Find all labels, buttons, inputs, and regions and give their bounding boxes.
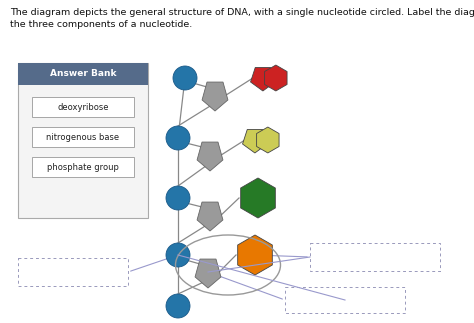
- Polygon shape: [197, 202, 223, 231]
- Polygon shape: [237, 235, 273, 275]
- Circle shape: [166, 126, 190, 150]
- FancyBboxPatch shape: [32, 97, 134, 117]
- Circle shape: [173, 66, 197, 90]
- FancyBboxPatch shape: [285, 287, 405, 313]
- Circle shape: [166, 243, 190, 267]
- Polygon shape: [264, 65, 287, 91]
- Circle shape: [166, 186, 190, 210]
- Text: Answer Bank: Answer Bank: [50, 69, 116, 78]
- Text: phosphate group: phosphate group: [47, 162, 119, 172]
- FancyBboxPatch shape: [18, 63, 148, 218]
- FancyBboxPatch shape: [32, 157, 134, 177]
- Text: The diagram depicts the general structure of DNA, with a single nucleotide circl: The diagram depicts the general structur…: [10, 8, 474, 17]
- Text: deoxyribose: deoxyribose: [57, 102, 109, 111]
- FancyBboxPatch shape: [32, 127, 134, 147]
- Polygon shape: [241, 178, 275, 218]
- Polygon shape: [202, 82, 228, 111]
- Text: the three components of a nucleotide.: the three components of a nucleotide.: [10, 20, 192, 29]
- FancyBboxPatch shape: [18, 63, 148, 85]
- Circle shape: [166, 294, 190, 318]
- Text: nitrogenous base: nitrogenous base: [46, 132, 119, 141]
- FancyBboxPatch shape: [18, 258, 128, 286]
- Polygon shape: [251, 68, 275, 91]
- Polygon shape: [243, 130, 267, 153]
- Polygon shape: [256, 127, 279, 153]
- Polygon shape: [197, 142, 223, 171]
- Polygon shape: [195, 259, 221, 288]
- FancyBboxPatch shape: [310, 243, 440, 271]
